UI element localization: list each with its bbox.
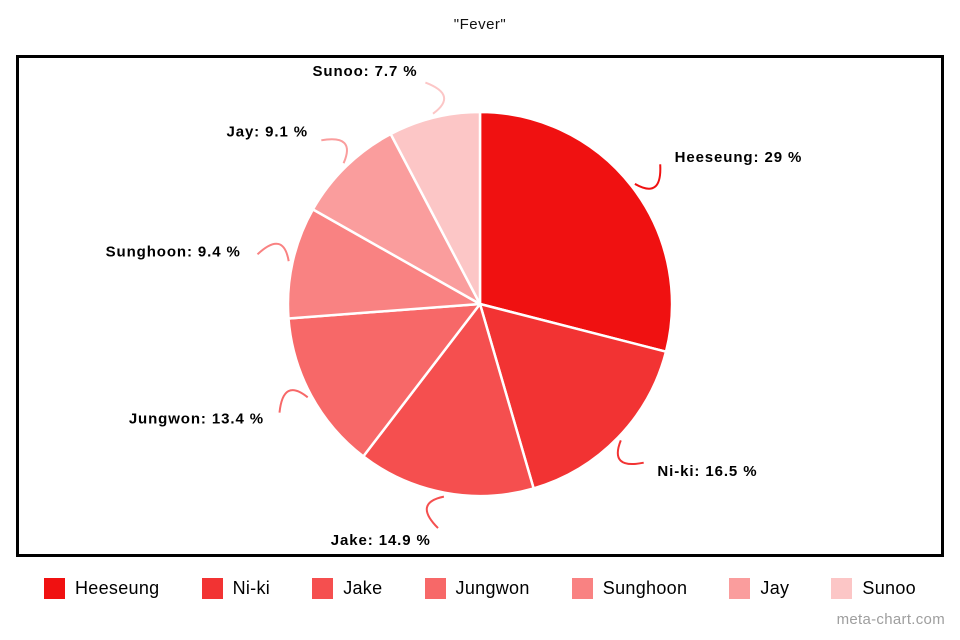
label-leader-jake [425,495,445,529]
legend-label-jungwon: Jungwon [455,578,530,598]
legend-label-jake: Jake [343,578,383,598]
label-leader-ni-ki [616,440,644,465]
slice-label-jay: Jay: 9.1 % [226,124,308,141]
legend-item-jungwon: Jungwon [424,578,530,599]
label-leader-sunghoon [256,242,290,262]
pie-slice-jungwon [287,302,482,458]
legend-swatch-heeseung [44,578,65,599]
legend-item-heeseung: Heeseung [44,578,159,599]
legend-swatch-jay [729,578,751,599]
legend-item-jay: Jay [729,578,789,599]
legend-label-sunghoon: Sunghoon [602,578,688,598]
pie-slice-jake [362,302,535,498]
legend-label-ni-ki: Ni-ki [232,578,271,598]
legend-item-ni-ki: Ni-ki [201,578,271,599]
slice-label-sunghoon: Sunghoon: 9.4 % [106,244,241,261]
legend-label-jay: Jay [760,578,790,598]
label-leader-sunoo [425,81,445,115]
pie-slice-heeseung [478,110,674,353]
label-leader-jay [321,138,348,164]
slice-label-ni-ki: Ni-ki: 16.5 % [657,463,757,480]
pie-slice-sunoo [389,110,482,306]
label-leader-jungwon [278,389,309,413]
slice-label-sunoo: Sunoo: 7.7 % [313,63,418,80]
slice-label-heeseung: Heeseung: 29 % [675,149,803,166]
legend-swatch-ni-ki [201,578,223,599]
legend-item-sunoo: Sunoo [831,578,916,599]
pie-slice-sunghoon [286,208,482,320]
pie-slice-ni-ki [478,302,668,490]
chart-frame: Heeseung: 29 % Ni-ki: 16.5 % Jake: 14.9 % J… [16,55,944,557]
pie-slice-jay [311,132,482,306]
legend-label-heeseung: Heeseung [75,578,160,598]
slice-label-jungwon: Jungwon: 13.4 % [129,410,264,427]
watermark: meta-chart.com [836,611,945,628]
legend-label-sunoo: Sunoo [862,578,916,598]
chart-legend: Heeseung Ni-ki Jake Jungwon Sunghoon Jay Sunoo [44,578,916,599]
legend-item-sunghoon: Sunghoon [571,578,688,599]
legend-swatch-jake [312,578,334,599]
legend-swatch-sunoo [831,578,853,599]
slice-label-jake: Jake: 14.9 % [331,532,431,549]
chart-title: "Fever" [453,16,507,33]
legend-item-jake: Jake [312,578,382,599]
label-leader-heeseung [634,164,662,190]
legend-swatch-jungwon [424,578,446,599]
pie-chart: Heeseung: 29 % Ni-ki: 16.5 % Jake: 14.9 % J… [106,63,803,549]
legend-swatch-sunghoon [571,578,593,599]
